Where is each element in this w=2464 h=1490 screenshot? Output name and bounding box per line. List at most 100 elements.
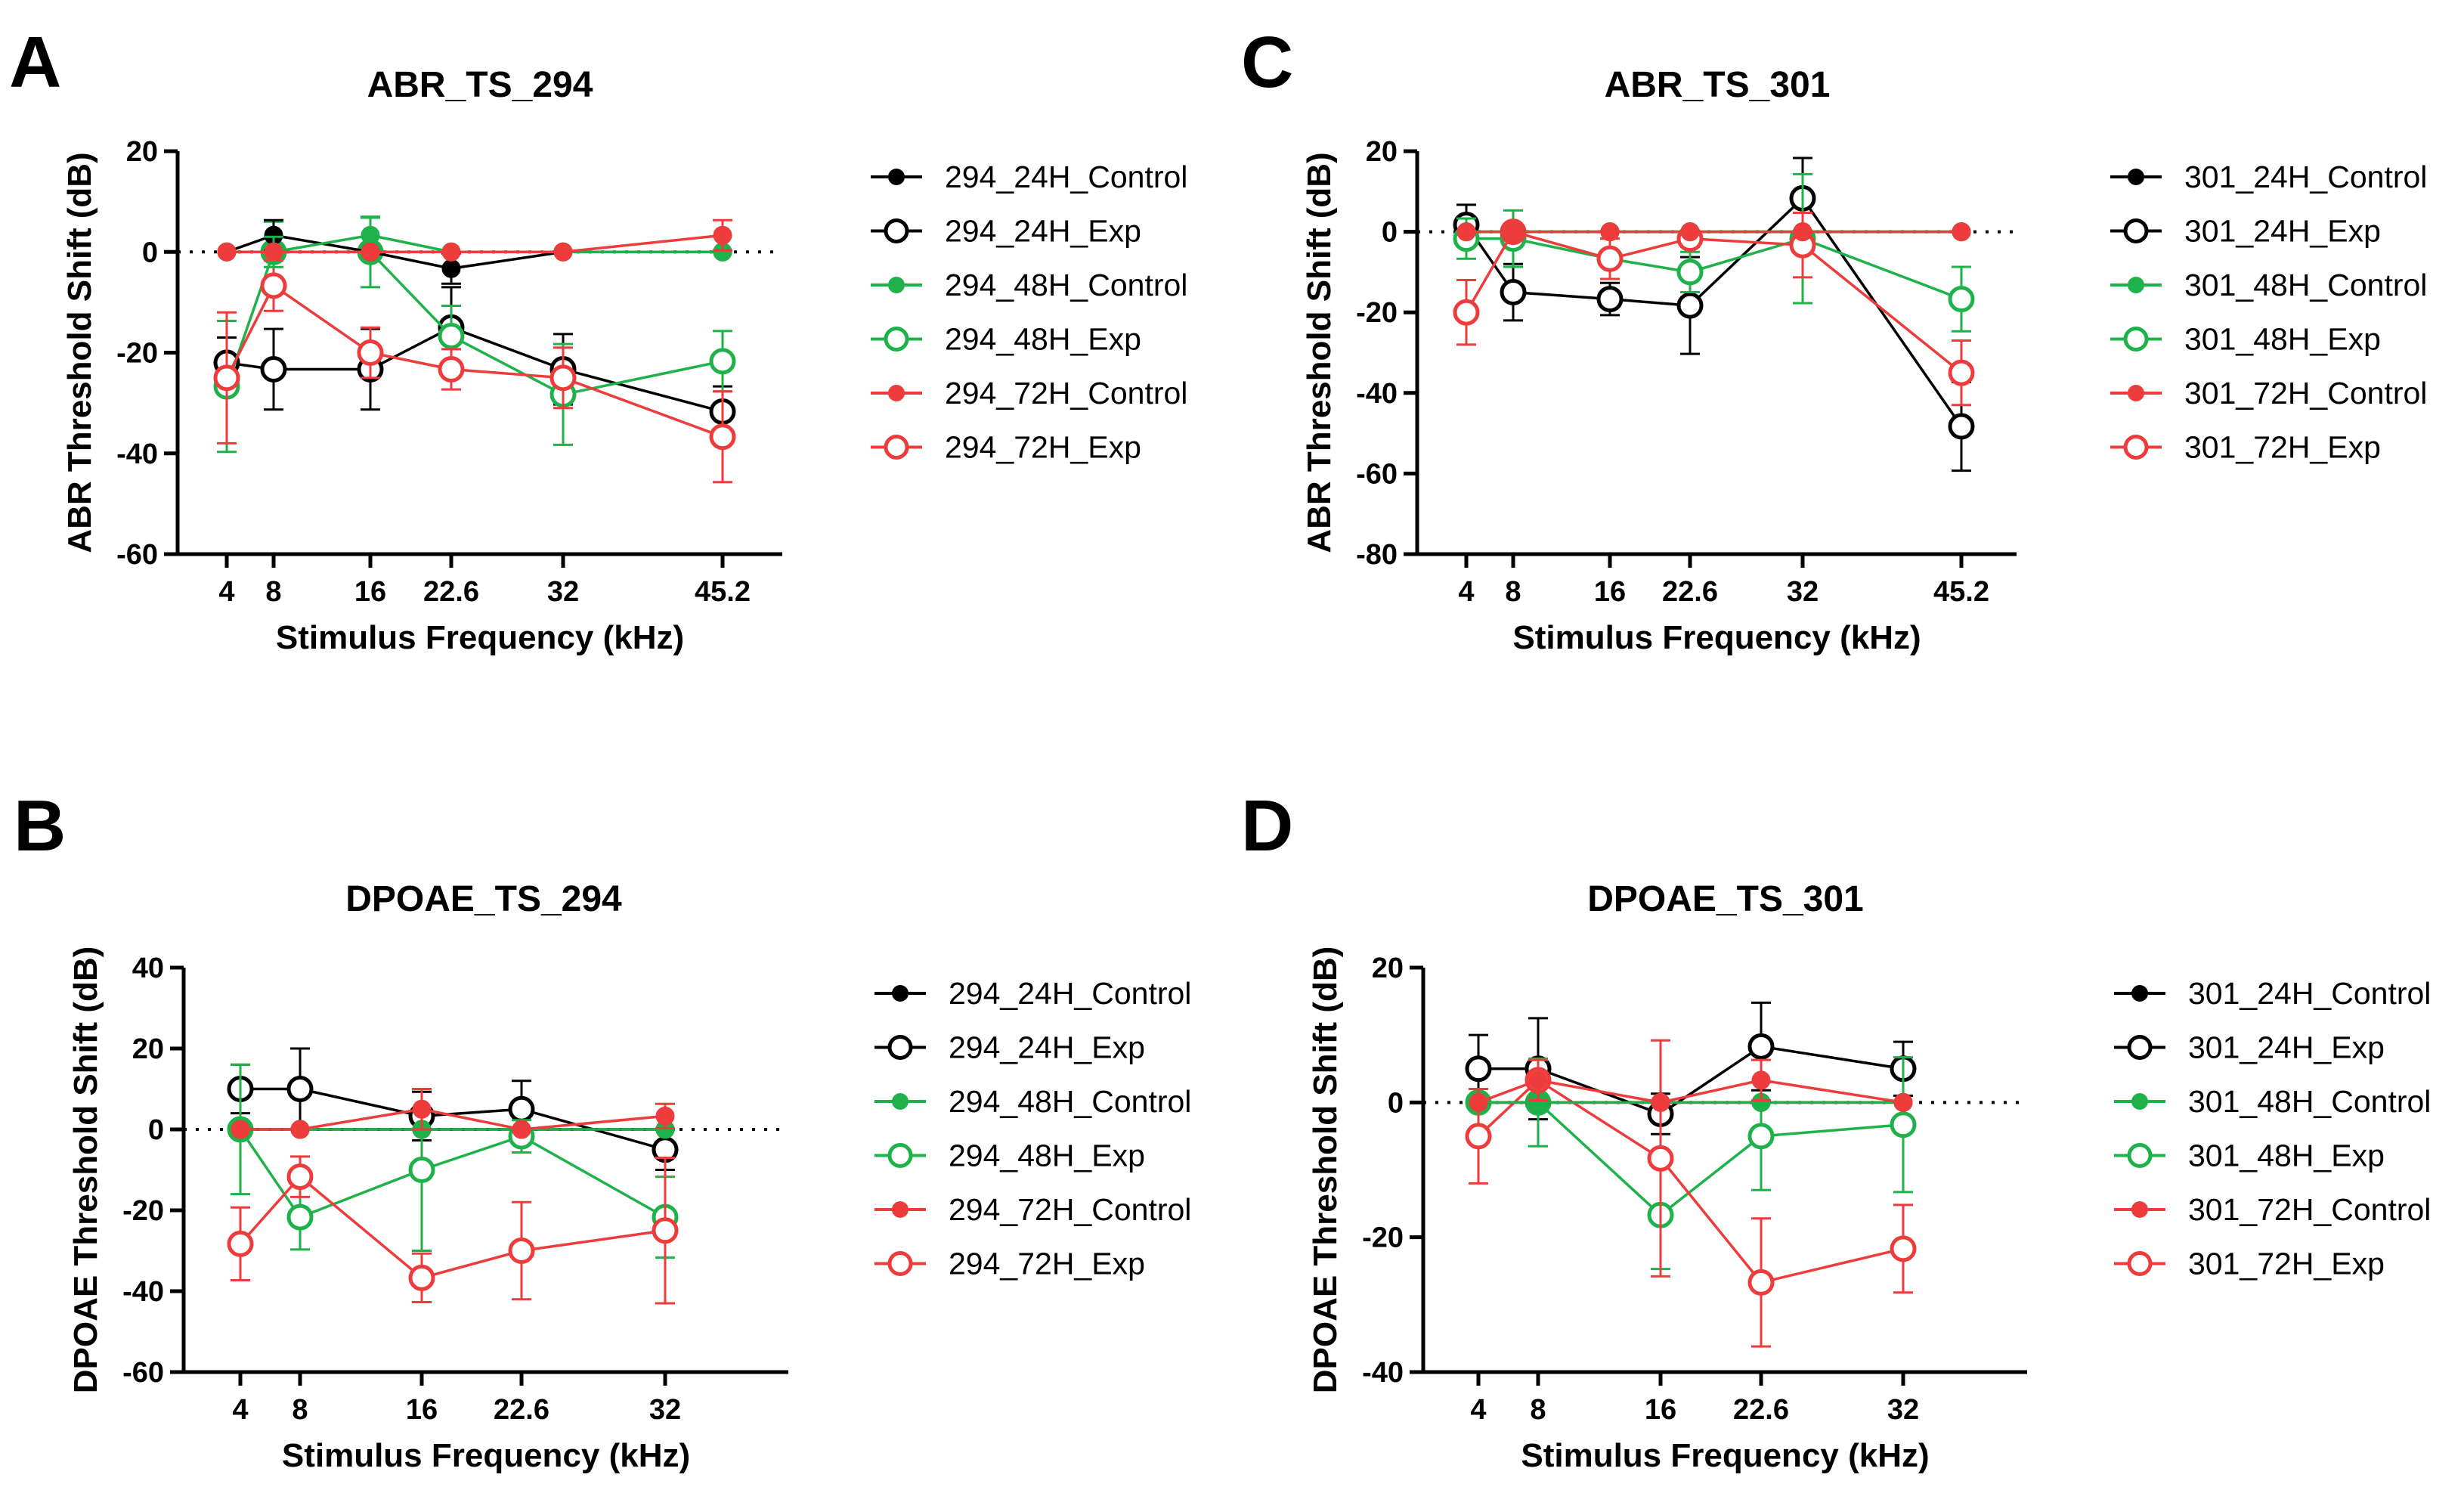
x-tick-label: 4 [218, 576, 234, 608]
data-point [1680, 222, 1700, 242]
data-point [1528, 1070, 1548, 1090]
legend-label: 294_24H_Exp [945, 214, 1141, 249]
legend-label: 294_48H_Exp [949, 1138, 1145, 1173]
data-point [1793, 222, 1812, 242]
data-point [1647, 1145, 1674, 1172]
x-tick-label: 8 [265, 576, 281, 608]
series-294_72H_Exp [213, 259, 736, 484]
x-tick-label: 8 [1530, 1394, 1546, 1426]
x-tick-label: 4 [1458, 576, 1474, 608]
legend-label: 301_72H_Control [2188, 1192, 2431, 1227]
legend-marker [887, 1035, 913, 1060]
data-point [709, 348, 736, 375]
data-point [1465, 1055, 1492, 1083]
legend-marker [2127, 1251, 2153, 1276]
x-tick-label: 16 [354, 576, 386, 608]
y-tick-label: 20 [126, 136, 158, 168]
legend-item: 294_72H_Control [874, 1192, 1191, 1227]
x-tick-label: 45.2 [695, 576, 751, 608]
legend-label: 301_72H_Exp [2184, 430, 2381, 465]
data-point [1676, 292, 1704, 319]
legend-marker [2128, 385, 2144, 401]
series-301_48H_Exp [1453, 172, 1975, 333]
data-point [709, 423, 736, 451]
x-axis-label: Stimulus Frequency (kHz) [1512, 619, 1921, 656]
legend-label: 301_48H_Exp [2188, 1138, 2385, 1173]
data-point [508, 1095, 535, 1123]
x-tick-label: 32 [1887, 1394, 1919, 1426]
legend-marker [888, 277, 905, 293]
y-tick-label: -40 [116, 438, 158, 470]
legend-item: 294_24H_Exp [871, 214, 1141, 249]
y-axis-label: ABR Threshold Shift (dB) [61, 152, 98, 553]
data-point [357, 339, 384, 366]
panel-letter: C [1241, 22, 1293, 103]
x-tick-label: 22.6 [1662, 576, 1718, 608]
data-point [408, 1264, 435, 1291]
legend-item: 301_24H_Control [2114, 976, 2431, 1011]
legend-label: 294_48H_Exp [945, 322, 1141, 357]
legend-label: 294_72H_Exp [945, 430, 1141, 465]
legend-marker [2128, 277, 2144, 293]
legend-label: 294_24H_Control [945, 160, 1187, 194]
x-tick-label: 45.2 [1933, 576, 1989, 608]
series-294_24H_Exp [213, 286, 736, 438]
data-point [1948, 359, 1975, 386]
legend-item: 294_48H_Exp [871, 322, 1141, 357]
legend-label: 294_48H_Control [949, 1084, 1191, 1119]
data-point [1456, 222, 1476, 242]
series-301_72H_Control [1456, 222, 1971, 242]
legend-marker [2131, 985, 2148, 1002]
legend-marker [884, 218, 909, 243]
series-301_24H_Exp [1453, 156, 1975, 472]
data-point [512, 1120, 531, 1139]
legend-marker [888, 385, 905, 401]
data-point [217, 242, 237, 262]
y-tick-label: 40 [132, 953, 164, 984]
data-point [1500, 279, 1527, 306]
series-301_72H_Control [1469, 1058, 1913, 1112]
data-point [412, 1099, 432, 1119]
data-point [1893, 1092, 1913, 1112]
legend-marker [888, 169, 905, 185]
legend-item: 301_48H_Control [2114, 1084, 2431, 1119]
chart-title: ABR_TS_294 [367, 65, 593, 105]
data-point [286, 1163, 314, 1191]
series-line [225, 250, 723, 396]
series-line [1465, 196, 1963, 428]
data-point [1747, 1123, 1775, 1150]
y-axis-label: DPOAE Threshold Shift (dB) [1307, 946, 1344, 1394]
legend-label: 294_48H_Control [945, 268, 1187, 302]
data-point [260, 355, 287, 383]
series-294_24H_Exp [227, 1047, 679, 1171]
x-axis-label: Stimulus Frequency (kHz) [1521, 1437, 1929, 1474]
legend-marker [892, 985, 909, 1002]
y-tick-label: -80 [1356, 539, 1398, 571]
legend-label: 294_24H_Exp [949, 1030, 1145, 1065]
x-tick-label: 32 [547, 576, 579, 608]
y-tick-label: -20 [1362, 1222, 1404, 1254]
legend-marker [887, 1251, 913, 1276]
data-point [713, 225, 732, 245]
legend-item: 294_72H_Exp [874, 1247, 1145, 1281]
data-point [290, 1120, 310, 1139]
legend-label: 301_48H_Exp [2184, 322, 2381, 357]
y-tick-label: -60 [116, 539, 158, 571]
legend-item: 301_48H_Exp [2110, 322, 2381, 357]
x-tick-label: 22.6 [423, 576, 479, 608]
data-point [508, 1238, 535, 1264]
data-point [1952, 222, 1971, 242]
legend-marker [884, 327, 909, 352]
data-point [438, 323, 465, 350]
y-tick-label: 20 [1366, 136, 1398, 168]
legend-label: 301_48H_Control [2184, 268, 2427, 302]
chart-title: DPOAE_TS_294 [345, 879, 622, 919]
x-axis-label: Stimulus Frequency (kHz) [282, 1437, 690, 1474]
legend-item: 301_72H_Control [2110, 376, 2427, 410]
legend-item: 301_24H_Exp [2110, 214, 2381, 249]
data-point [1596, 245, 1624, 272]
data-point [441, 259, 461, 278]
y-tick-label: 20 [1372, 953, 1404, 984]
y-tick-label: -40 [1356, 378, 1398, 410]
data-point [1469, 1092, 1488, 1112]
